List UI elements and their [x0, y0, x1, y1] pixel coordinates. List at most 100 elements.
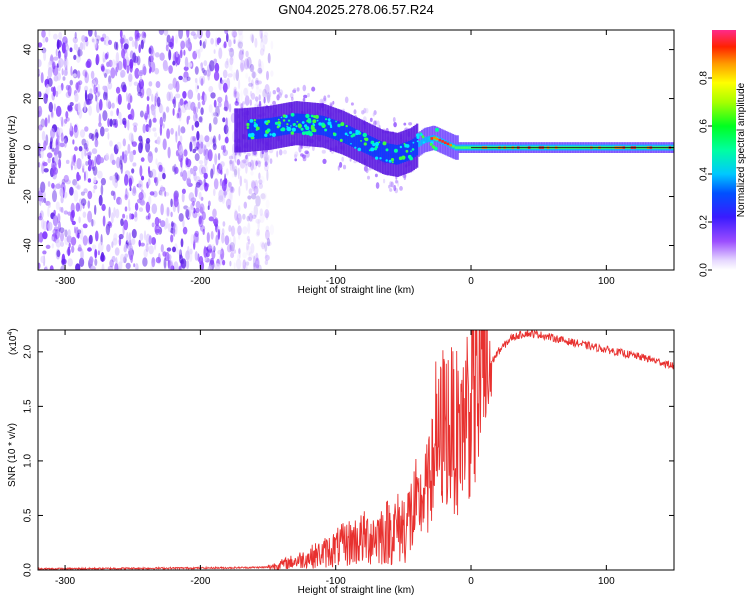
spectrogram-noise-blob — [180, 171, 183, 177]
spectrogram-noise-blob — [177, 124, 181, 137]
snr-multiplier: (x104) — [7, 328, 19, 355]
spectrogram-scatter-blob — [264, 161, 268, 168]
spectrogram-noise-blob — [119, 159, 123, 170]
spectrogram-noise-blob — [246, 215, 250, 222]
spectrogram-noise-blob — [187, 89, 194, 100]
spectrogram-noise-blob — [243, 87, 249, 97]
spectrogram-noise-blob — [224, 60, 229, 69]
spectrogram-noise-blob — [91, 148, 98, 155]
spectrogram-noise-blob — [207, 265, 213, 270]
spectrogram-scatter-blob — [278, 149, 283, 156]
spectrogram-noise-blob — [155, 158, 158, 166]
spectrogram-noise-blob — [182, 226, 188, 235]
spectrogram-noise-blob — [132, 122, 138, 127]
spectrogram-noise-blob — [212, 143, 217, 151]
spectrogram-scatter-blob — [272, 90, 276, 95]
spectrogram-signal-core — [259, 118, 262, 139]
spectrogram-noise-blob — [104, 72, 107, 79]
spectrogram-noise-blob — [94, 128, 99, 141]
spectrogram-noise-blob — [212, 138, 216, 144]
spectrogram-noise-blob — [102, 110, 108, 122]
spectrogram-noise-blob — [110, 190, 115, 196]
spectrogram-noise-blob — [215, 105, 220, 118]
spectrogram-noise-blob — [47, 114, 51, 124]
spectrogram-noise-blob — [151, 222, 155, 228]
spectrogram-noise-blob — [97, 250, 100, 256]
spectrogram-noise-blob — [163, 64, 169, 72]
spectrogram-noise-blob — [198, 164, 205, 176]
spectrogram-noise-blob — [105, 223, 111, 236]
spectrogram-noise-blob — [253, 204, 258, 217]
spectrogram-noise-blob — [64, 49, 68, 59]
spectrogram-noise-blob — [120, 162, 124, 174]
spectrogram-noise-blob — [191, 124, 194, 131]
spectrogram-noise-blob — [238, 205, 241, 212]
spectrogram-noise-blob — [255, 218, 261, 224]
spectrogram-noise-blob — [88, 234, 93, 245]
spectrogram-noise-blob — [210, 168, 214, 179]
spectrogram-noise-blob — [116, 60, 119, 73]
spectrogram-signal-core — [298, 113, 301, 134]
spectrogram-noise-blob — [173, 261, 179, 270]
spectrogram-signal-band — [235, 108, 238, 153]
spectrogram-noise-blob — [134, 211, 138, 218]
spectrogram-scatter-blob — [240, 103, 244, 109]
spectrogram-hot-dot — [412, 141, 415, 144]
spectrogram-scatter-blob — [349, 158, 352, 162]
spectrogram-hot-dot — [320, 122, 325, 127]
spectrogram-noise-blob — [132, 162, 137, 167]
spectrogram-signal-core — [416, 135, 419, 156]
spectrogram-noise-blob — [212, 112, 219, 117]
spectrogram-signal-core — [328, 118, 331, 138]
spectrogram-hot-dot — [416, 140, 419, 143]
spectrogram-hot-dot — [398, 156, 403, 161]
x-tick-label: 100 — [598, 576, 615, 587]
spectrogram-hot-dot — [313, 115, 316, 119]
spectrogram-noise-blob — [56, 72, 61, 81]
spectrogram-noise-blob — [218, 133, 221, 141]
spectrogram-noise-blob — [44, 266, 48, 270]
spectrogram-hot-dot — [312, 122, 315, 125]
spectrogram-noise-blob — [140, 157, 145, 162]
spectrogram-noise-blob — [128, 177, 133, 188]
spectrogram-scatter-blob — [332, 100, 335, 105]
spectrogram-noise-blob — [229, 56, 234, 66]
spectrogram-hot-dot — [249, 119, 254, 123]
spectrogram-noise-blob — [227, 191, 233, 201]
spectrogram-noise-blob — [204, 135, 210, 143]
spectrogram-scatter-blob — [255, 160, 258, 167]
spectrogram-noise-blob — [151, 106, 156, 116]
spectrogram-noise-blob — [95, 230, 99, 242]
spectrogram-noise-blob — [238, 248, 241, 255]
spectrogram-noise-blob — [258, 172, 261, 180]
spectrogram-noise-blob — [229, 242, 235, 252]
spectrogram-noise-blob — [267, 52, 271, 64]
spectrogram-noise-blob — [227, 73, 233, 78]
spectrogram-noise-blob — [183, 149, 188, 157]
spectrogram-scatter-blob — [353, 109, 357, 115]
spectrogram-noise-blob — [89, 256, 94, 265]
spectrogram-noise-blob — [132, 185, 137, 194]
spectrogram-noise-blob — [260, 32, 263, 43]
spectrogram-noise-blob — [249, 210, 255, 222]
spectrogram-noise-blob — [84, 85, 89, 93]
spectrogram-noise-blob — [255, 86, 260, 96]
spectrogram-noise-blob — [106, 61, 110, 67]
spectrogram-noise-blob — [248, 82, 254, 87]
spectrogram-hot-dot — [290, 112, 295, 117]
spectrogram-noise-blob — [74, 31, 77, 39]
spectrogram-noise-blob — [263, 31, 269, 38]
spectrogram-hot-dot — [307, 117, 312, 122]
spectrogram-noise-blob — [38, 145, 41, 157]
spectrogram-signal-core — [282, 115, 285, 136]
spectrogram-hot-dot — [310, 114, 314, 118]
spectrogram-noise-blob — [224, 189, 227, 199]
spectrogram-scatter-blob — [383, 178, 386, 184]
spectrogram-noise-blob — [63, 58, 67, 66]
spectrogram-noise-blob — [70, 236, 77, 246]
spectrogram-noise-blob — [259, 30, 263, 40]
snr-marks — [38, 330, 674, 570]
spectrogram-noise-blob — [38, 59, 42, 68]
spectrogram-noise-blob — [200, 62, 203, 67]
spectrogram-hot-dot — [325, 118, 328, 121]
